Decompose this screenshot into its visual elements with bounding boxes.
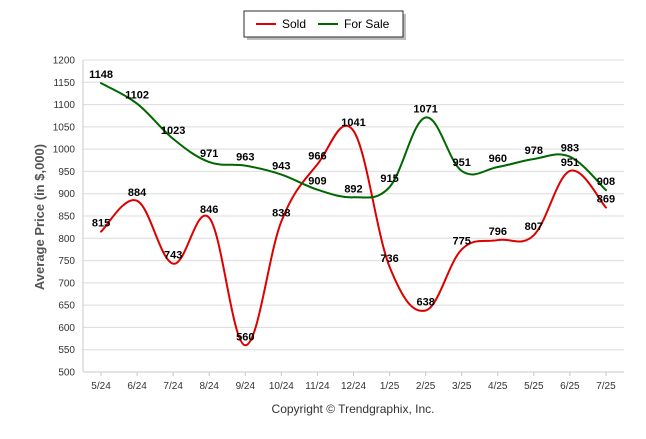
- data-label-sold-12-24: 1041: [341, 117, 365, 129]
- y-tick-label-1100: 1100: [53, 100, 75, 111]
- data-label-for-sale-2-25: 1071: [413, 103, 437, 115]
- x-tick-label-5-24: 5/24: [91, 381, 111, 392]
- x-tick-label-6-25: 6/25: [560, 381, 580, 392]
- y-tick-label-1050: 1050: [53, 122, 76, 133]
- data-label-sold-7-24: 743: [164, 250, 182, 262]
- data-label-sold-8-24: 846: [200, 204, 218, 216]
- data-label-sold-1-25: 736: [380, 253, 398, 265]
- data-label-sold-5-25: 807: [525, 221, 543, 233]
- x-tick-label-7-24: 7/24: [163, 381, 183, 392]
- x-tick-label-6-24: 6/24: [127, 381, 147, 392]
- x-tick-label-1-25: 1/25: [380, 381, 400, 392]
- data-label-for-sale-12-24: 892: [344, 183, 362, 195]
- y-tick-label-950: 950: [58, 167, 75, 178]
- copyright-text: Copyright © Trendgraphix, Inc.: [272, 402, 435, 416]
- x-tick-label-2-25: 2/25: [416, 381, 436, 392]
- data-label-for-sale-5-25: 978: [525, 145, 543, 157]
- y-tick-label-800: 800: [58, 234, 75, 245]
- legend: Sold For Sale: [243, 10, 406, 40]
- data-label-sold-6-24: 884: [128, 187, 147, 199]
- x-tick-label-7-25: 7/25: [596, 381, 616, 392]
- data-label-for-sale-8-24: 971: [200, 148, 218, 160]
- y-tick-label-1000: 1000: [53, 145, 76, 156]
- y-tick-label-500: 500: [58, 368, 75, 379]
- y-tick-label-900: 900: [58, 189, 75, 200]
- y-tick-label-850: 850: [58, 212, 75, 223]
- legend-label-for-sale: For Sale: [344, 17, 390, 31]
- data-label-sold-5-24: 815: [92, 218, 110, 230]
- x-tick-label-12-24: 12/24: [341, 381, 366, 392]
- data-labels: 815 884 743 846 560 838 966 1041 736 638 775 796 807…: [89, 69, 615, 343]
- data-label-for-sale-6-25: 983: [561, 143, 579, 155]
- legend-label-sold: Sold: [282, 17, 306, 31]
- x-tick-label-11-24: 11/24: [305, 381, 330, 392]
- data-label-for-sale-10-24: 943: [272, 161, 290, 173]
- y-tick-labels: 500 550 600 650 700 750 800 850 900 950 1000 1050 11…: [53, 56, 76, 379]
- x-tick-label-9-24: 9/24: [236, 381, 256, 392]
- y-tick-label-1200: 1200: [53, 56, 76, 67]
- x-tick-label-8-24: 8/24: [199, 381, 219, 392]
- x-tick-label-10-24: 10/24: [269, 381, 294, 392]
- data-label-sold-6-25: 951: [561, 157, 579, 169]
- series-line-sold: [100, 124, 607, 347]
- series-lines: [100, 82, 607, 347]
- y-tick-label-650: 650: [58, 301, 75, 312]
- data-label-sold-2-25: 638: [416, 296, 434, 308]
- data-label-for-sale-6-24: 1102: [125, 90, 149, 102]
- data-label-for-sale-9-24: 963: [236, 152, 254, 164]
- data-label-sold-11-24: 966: [308, 150, 326, 162]
- series-line-for-sale: [100, 82, 607, 199]
- data-label-for-sale-5-24: 1148: [89, 69, 113, 81]
- data-label-for-sale-7-25: 908: [597, 176, 615, 188]
- x-tick-label-4-25: 4/25: [488, 381, 508, 392]
- data-label-sold-9-24: 560: [236, 331, 254, 343]
- data-label-for-sale-4-25: 960: [489, 153, 507, 165]
- y-tick-label-700: 700: [58, 278, 75, 289]
- data-label-sold-4-25: 796: [489, 226, 507, 238]
- y-tick-label-550: 550: [58, 345, 75, 356]
- data-label-sold-7-25: 869: [597, 194, 615, 206]
- data-label-sold-3-25: 775: [453, 235, 471, 247]
- data-label-for-sale-3-25: 951: [453, 157, 471, 169]
- x-tick-labels: 5/24 6/24 7/24 8/24 9/24 10/24 11/24 12/24 1/25 2…: [91, 372, 616, 392]
- grid: [83, 59, 624, 373]
- data-label-for-sale-7-24: 1023: [161, 125, 185, 137]
- x-tick-label-3-25: 3/25: [452, 381, 472, 392]
- y-tick-label-750: 750: [58, 256, 75, 267]
- data-label-for-sale-1-25: 915: [380, 173, 398, 185]
- data-label-for-sale-11-24: 909: [308, 176, 326, 188]
- x-tick-label-5-25: 5/25: [524, 381, 544, 392]
- y-axis-title: Average Price (in $,000): [32, 144, 47, 290]
- y-tick-label-1150: 1150: [53, 78, 75, 89]
- y-tick-label-600: 600: [58, 323, 75, 334]
- data-label-sold-10-24: 838: [272, 207, 290, 219]
